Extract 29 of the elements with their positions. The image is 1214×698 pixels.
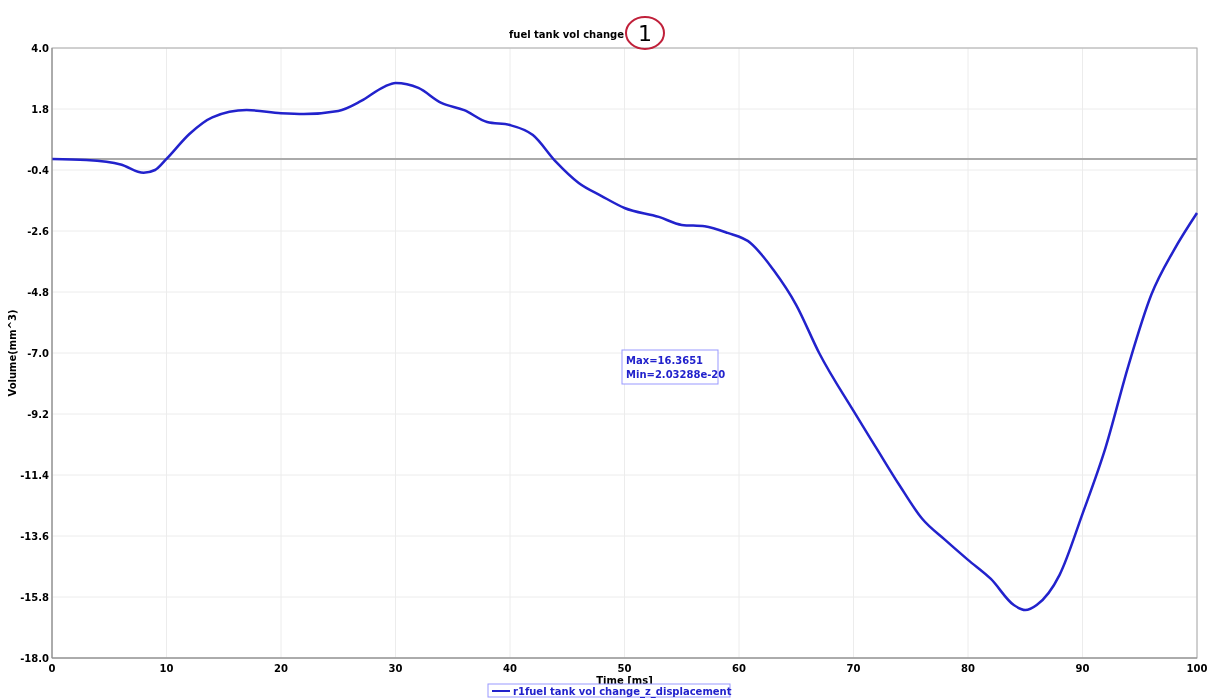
line-series [50,81,1199,612]
x-tick-label: 40 [503,663,517,674]
y-tick-label: 1.8 [31,104,50,115]
legend-label: r1fuel tank vol change_z_displacement [513,685,732,698]
x-tick-label: 60 [732,663,746,674]
x-tick-label: 80 [961,663,975,674]
annotation: Max=16.3651 [626,355,704,366]
x-tick-label: 90 [1075,663,1090,674]
y-axis-title: Volume(mm^3) [7,309,18,397]
y-tick-label: -11.4 [20,470,50,481]
y-tick-label: -4.8 [27,287,50,298]
annotation: Min=2.03288e-20 [626,369,726,380]
y-tick-label: -7.0 [27,348,50,359]
x-tick-label: 70 [846,663,861,674]
y-tick-label: 4.0 [31,43,50,54]
x-tick-label: 10 [159,663,174,674]
x-tick-label: 100 [1186,663,1208,674]
x-tick-label: 50 [617,663,632,674]
x-tick-label: 0 [48,663,56,674]
x-tick-label: 30 [388,663,403,674]
y-tick-label: -9.2 [27,409,50,420]
y-tick-label: -15.8 [20,592,50,603]
y-tick-label: -0.4 [27,165,50,176]
y-tick-label: -2.6 [27,226,50,237]
y-tick-label: -18.0 [20,653,50,664]
chart-title: fuel tank vol change [508,29,625,40]
x-tick-label: 20 [274,663,288,674]
y-tick-label: -13.6 [20,531,50,542]
text: 1 [638,21,652,46]
